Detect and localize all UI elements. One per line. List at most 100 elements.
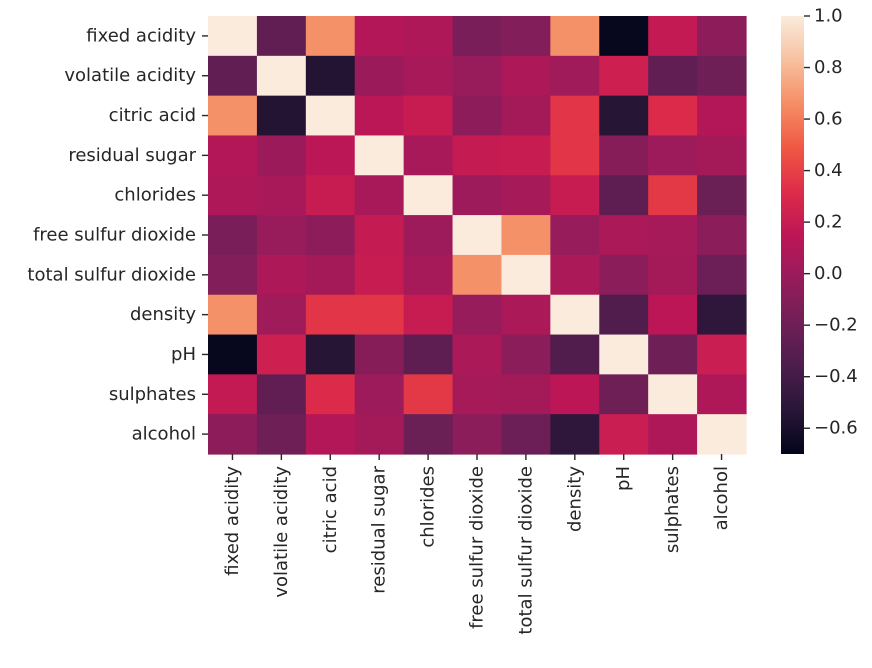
heatmap-cell: [305, 95, 356, 137]
heatmap-cell: [256, 55, 307, 97]
heatmap-cell: [599, 215, 649, 256]
row-label: alcohol: [132, 424, 196, 445]
row-label: volatile acidity: [64, 65, 196, 86]
heatmap-cell: [403, 55, 454, 97]
heatmap-cell: [403, 294, 454, 336]
column-label: residual sugar: [369, 465, 390, 593]
heatmap-cell: [208, 294, 258, 336]
row-label: density: [130, 304, 196, 325]
heatmap-cell: [550, 135, 600, 176]
column-label: volatile acidity: [271, 466, 292, 598]
row-label: pH: [171, 344, 196, 365]
row-label: total sulfur dioxide: [27, 264, 196, 285]
heatmap-cell: [648, 55, 698, 97]
colorbar-tick-label: 0.8: [814, 57, 843, 78]
heatmap-cell: [599, 16, 649, 57]
heatmap-cell: [648, 254, 698, 296]
row-label: residual sugar: [68, 145, 196, 166]
row-label: citric acid: [109, 105, 196, 126]
heatmap-cell: [550, 175, 600, 216]
heatmap-cell: [550, 254, 600, 296]
heatmap-cell: [599, 334, 649, 375]
heatmap-cell: [208, 95, 258, 137]
heatmap-cell: [452, 414, 503, 455]
row-label: free sulfur dioxide: [33, 225, 196, 246]
heatmap-cell: [697, 254, 747, 296]
heatmap-cell: [305, 374, 356, 415]
heatmap-cell: [354, 215, 405, 256]
heatmap-cell: [256, 294, 307, 336]
heatmap-cell: [452, 135, 503, 176]
heatmap-cell: [599, 95, 649, 137]
heatmap-cell: [256, 334, 307, 375]
heatmap-cell: [648, 294, 698, 336]
heatmap-cell: [501, 414, 551, 455]
column-label: fixed acidity: [222, 466, 243, 576]
heatmap-cell: [599, 55, 649, 97]
column-label: total sulfur dioxide: [515, 466, 536, 635]
heatmap-cell: [354, 55, 405, 97]
heatmap-cell: [648, 135, 698, 176]
heatmap-cell: [354, 254, 405, 296]
heatmap-cell: [403, 374, 454, 415]
row-axis: fixed acidity volatile acidity citric acid…: [27, 25, 208, 445]
heatmap-cell: [354, 16, 405, 57]
heatmap-cell: [256, 16, 307, 57]
heatmap-cell: [403, 215, 454, 256]
column-label: chlorides: [418, 466, 439, 548]
heatmap-cell: [599, 294, 649, 336]
heatmap-cell: [305, 135, 356, 176]
heatmap-cell: [501, 334, 551, 375]
heatmap-cell: [550, 374, 600, 415]
heatmap-cell: [697, 95, 747, 137]
heatmap-cell: [452, 294, 503, 336]
heatmap-cell: [648, 95, 698, 137]
heatmap-cell: [599, 374, 649, 415]
heatmap-cell: [403, 334, 454, 375]
heatmap-cell: [305, 254, 356, 296]
heatmap-cell: [550, 215, 600, 256]
heatmap-cell: [403, 175, 454, 216]
heatmap-cell: [550, 95, 600, 137]
heatmap-cell: [648, 215, 698, 256]
heatmap-cell: [599, 135, 649, 176]
heatmap-cell: [697, 374, 747, 415]
heatmap-cell: [452, 254, 503, 296]
heatmap-cell: [697, 414, 747, 455]
heatmap-cell: [256, 95, 307, 137]
heatmap-cell: [697, 334, 747, 375]
heatmap-cell: [452, 16, 503, 57]
heatmap-cells: [208, 16, 747, 455]
heatmap-cell: [697, 16, 747, 57]
colorbar-tick-label: 0.4: [814, 160, 843, 181]
heatmap-cell: [256, 215, 307, 256]
heatmap-cell: [305, 294, 356, 336]
heatmap-cell: [550, 414, 600, 455]
row-label: chlorides: [114, 185, 196, 206]
heatmap-cell: [403, 414, 454, 455]
column-label: sulphates: [662, 466, 683, 553]
colorbar-tick-label: 1.0: [814, 6, 843, 27]
heatmap-cell: [501, 55, 551, 97]
heatmap-cell: [354, 175, 405, 216]
row-label: fixed acidity: [86, 25, 196, 46]
colorbar-tick-label: 0.2: [814, 212, 843, 233]
heatmap-cell: [599, 414, 649, 455]
heatmap-cell: [452, 334, 503, 375]
column-label: free sulfur dioxide: [467, 466, 488, 629]
heatmap-cell: [354, 135, 405, 176]
heatmap-cell: [452, 374, 503, 415]
heatmap-cell: [501, 95, 551, 137]
heatmap-cell: [501, 16, 551, 57]
heatmap-cell: [697, 55, 747, 97]
heatmap-cell: [208, 215, 258, 256]
heatmap-cell: [648, 414, 698, 455]
heatmap-cell: [208, 334, 258, 375]
colorbar-tick-label: 0.0: [814, 263, 843, 284]
heatmap-cell: [697, 215, 747, 256]
heatmap-cell: [550, 16, 600, 57]
heatmap-cell: [256, 414, 307, 455]
heatmap-cell: [648, 16, 698, 57]
heatmap-cell: [697, 135, 747, 176]
